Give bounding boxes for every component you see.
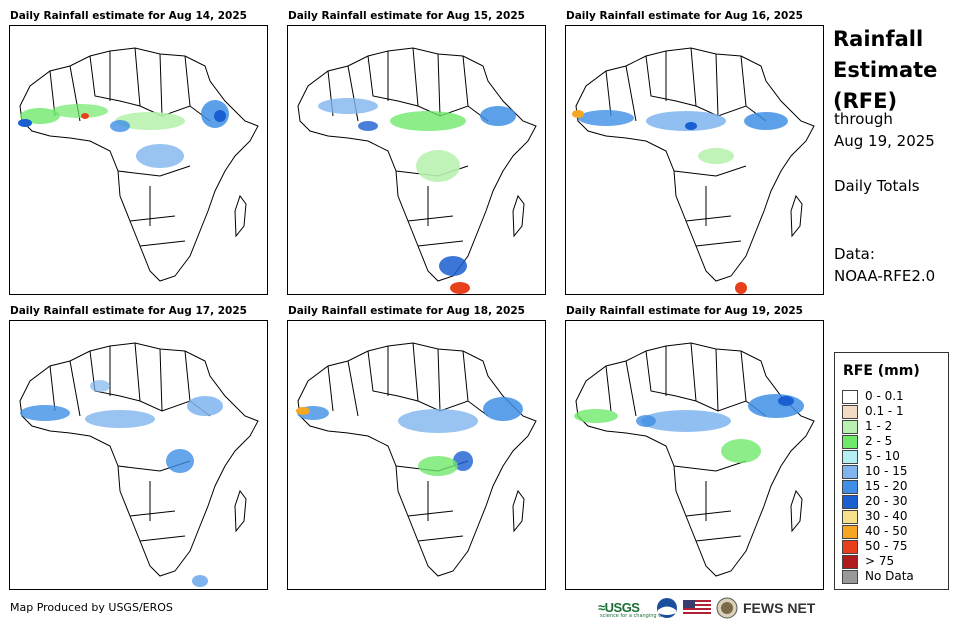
africa-map-aug17 [19, 342, 259, 587]
panel-title-aug15: Daily Rainfall estimate for Aug 15, 2025 [288, 10, 525, 22]
legend-title: RFE (mm) [843, 363, 920, 379]
rainfall-map-aug15 [287, 25, 546, 295]
legend-swatch [842, 405, 858, 419]
title-line-3: (RFE) [833, 89, 898, 113]
legend-label: No Data [865, 569, 914, 583]
legend-swatch [842, 525, 858, 539]
africa-map-aug14 [18, 47, 259, 282]
map-credit: Map Produced by USGS/EROS [10, 601, 173, 614]
logo-strip: ≈USGS science for a changing world FEWS … [598, 596, 828, 622]
legend-label: 20 - 30 [865, 494, 908, 508]
legend-swatch [842, 510, 858, 524]
title-line-1: Rainfall [833, 27, 924, 51]
rain-cells [20, 380, 223, 587]
data-source: NOAA-RFE2.0 [834, 267, 936, 285]
legend-label: 2 - 5 [865, 434, 893, 448]
legend-label: 1 - 2 [865, 419, 893, 433]
legend-swatch [842, 450, 858, 464]
main-title: Rainfall Estimate (RFE) [833, 24, 937, 117]
legend-swatch [842, 570, 858, 584]
legend-label: 0 - 0.1 [865, 389, 904, 403]
rainfall-map-aug16 [565, 25, 824, 295]
legend-swatch [842, 435, 858, 449]
africa-map-aug19 [574, 342, 815, 577]
us-flag-icon [683, 600, 711, 616]
legend-label: 40 - 50 [865, 524, 908, 538]
rain-cells [18, 100, 229, 168]
legend-label: 30 - 40 [865, 509, 908, 523]
panel-title-aug19: Daily Rainfall estimate for Aug 19, 2025 [566, 305, 803, 317]
rain-cells [318, 98, 516, 294]
legend-label: > 75 [865, 554, 895, 568]
rainfall-map-aug14 [9, 25, 268, 295]
panel-title-aug14: Daily Rainfall estimate for Aug 14, 2025 [10, 10, 247, 22]
panel-title-aug17: Daily Rainfall estimate for Aug 17, 2025 [10, 305, 247, 317]
africa-map-aug16 [572, 47, 815, 294]
legend-swatch [842, 390, 858, 404]
data-label: Data: [834, 245, 875, 263]
legend-swatch [842, 420, 858, 434]
rain-cells [574, 394, 804, 463]
title-line-2: Estimate [833, 58, 938, 82]
noaa-logo-icon [657, 598, 677, 618]
africa-map-aug15 [297, 47, 537, 294]
legend-swatch [842, 465, 858, 479]
state-dept-seal-icon [716, 597, 738, 619]
legend-label: 0.1 - 1 [865, 404, 904, 418]
through-label: through [834, 110, 893, 128]
panel-title-aug18: Daily Rainfall estimate for Aug 18, 2025 [288, 305, 525, 317]
rain-cells [572, 110, 788, 294]
legend-swatch [842, 540, 858, 554]
rainfall-map-aug19 [565, 320, 824, 590]
legend-label: 10 - 15 [865, 464, 908, 478]
legend-swatch [842, 480, 858, 494]
africa-map-aug18 [296, 342, 537, 577]
legend-label: 15 - 20 [865, 479, 908, 493]
fews-net-logo: FEWS NET [743, 600, 816, 616]
end-date: Aug 19, 2025 [834, 132, 935, 150]
daily-totals-label: Daily Totals [834, 177, 920, 195]
rainfall-map-aug18 [287, 320, 546, 590]
legend-label: 5 - 10 [865, 449, 900, 463]
legend-swatch [842, 495, 858, 509]
usgs-logo: ≈USGS [598, 600, 640, 615]
rainfall-map-aug17 [9, 320, 268, 590]
panel-title-aug16: Daily Rainfall estimate for Aug 16, 2025 [566, 10, 803, 22]
rain-cells [296, 397, 523, 476]
usgs-tagline: science for a changing world [600, 613, 672, 619]
legend-swatch [842, 555, 858, 569]
legend-label: 50 - 75 [865, 539, 908, 553]
